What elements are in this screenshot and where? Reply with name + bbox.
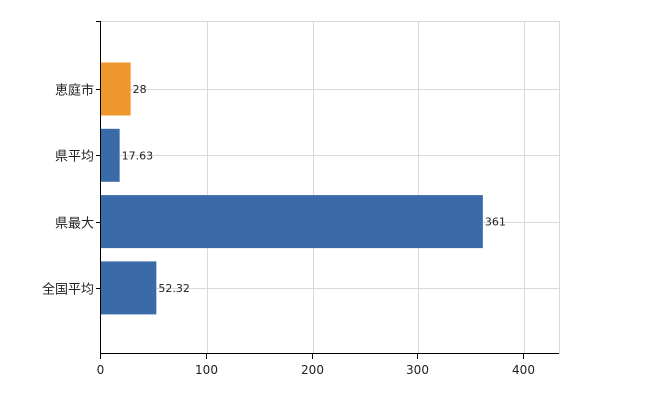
y-tick-label: 県最大 xyxy=(55,217,94,232)
axis-layer xyxy=(96,21,559,359)
y-tick-label: 恵庭市 xyxy=(55,83,94,99)
x-tick-label: 100 xyxy=(195,363,218,377)
bar xyxy=(101,62,131,116)
data-label: 17.63 xyxy=(122,149,153,162)
x-tick-label: 300 xyxy=(406,363,429,377)
bar xyxy=(101,195,483,249)
x-tick-label: 200 xyxy=(301,363,324,377)
grid-layer xyxy=(101,21,560,354)
x-tick-label: 0 xyxy=(97,363,105,377)
y-tick-label: 県平均 xyxy=(55,150,94,165)
y-tick-label: 全国平均 xyxy=(42,282,94,298)
data-label: 52.32 xyxy=(158,282,190,295)
bar xyxy=(101,261,157,315)
data-label: 28 xyxy=(133,83,147,96)
bar xyxy=(101,128,120,182)
data-label: 361 xyxy=(485,216,506,229)
x-tick-label: 400 xyxy=(512,363,535,377)
bar-layer xyxy=(101,62,483,315)
